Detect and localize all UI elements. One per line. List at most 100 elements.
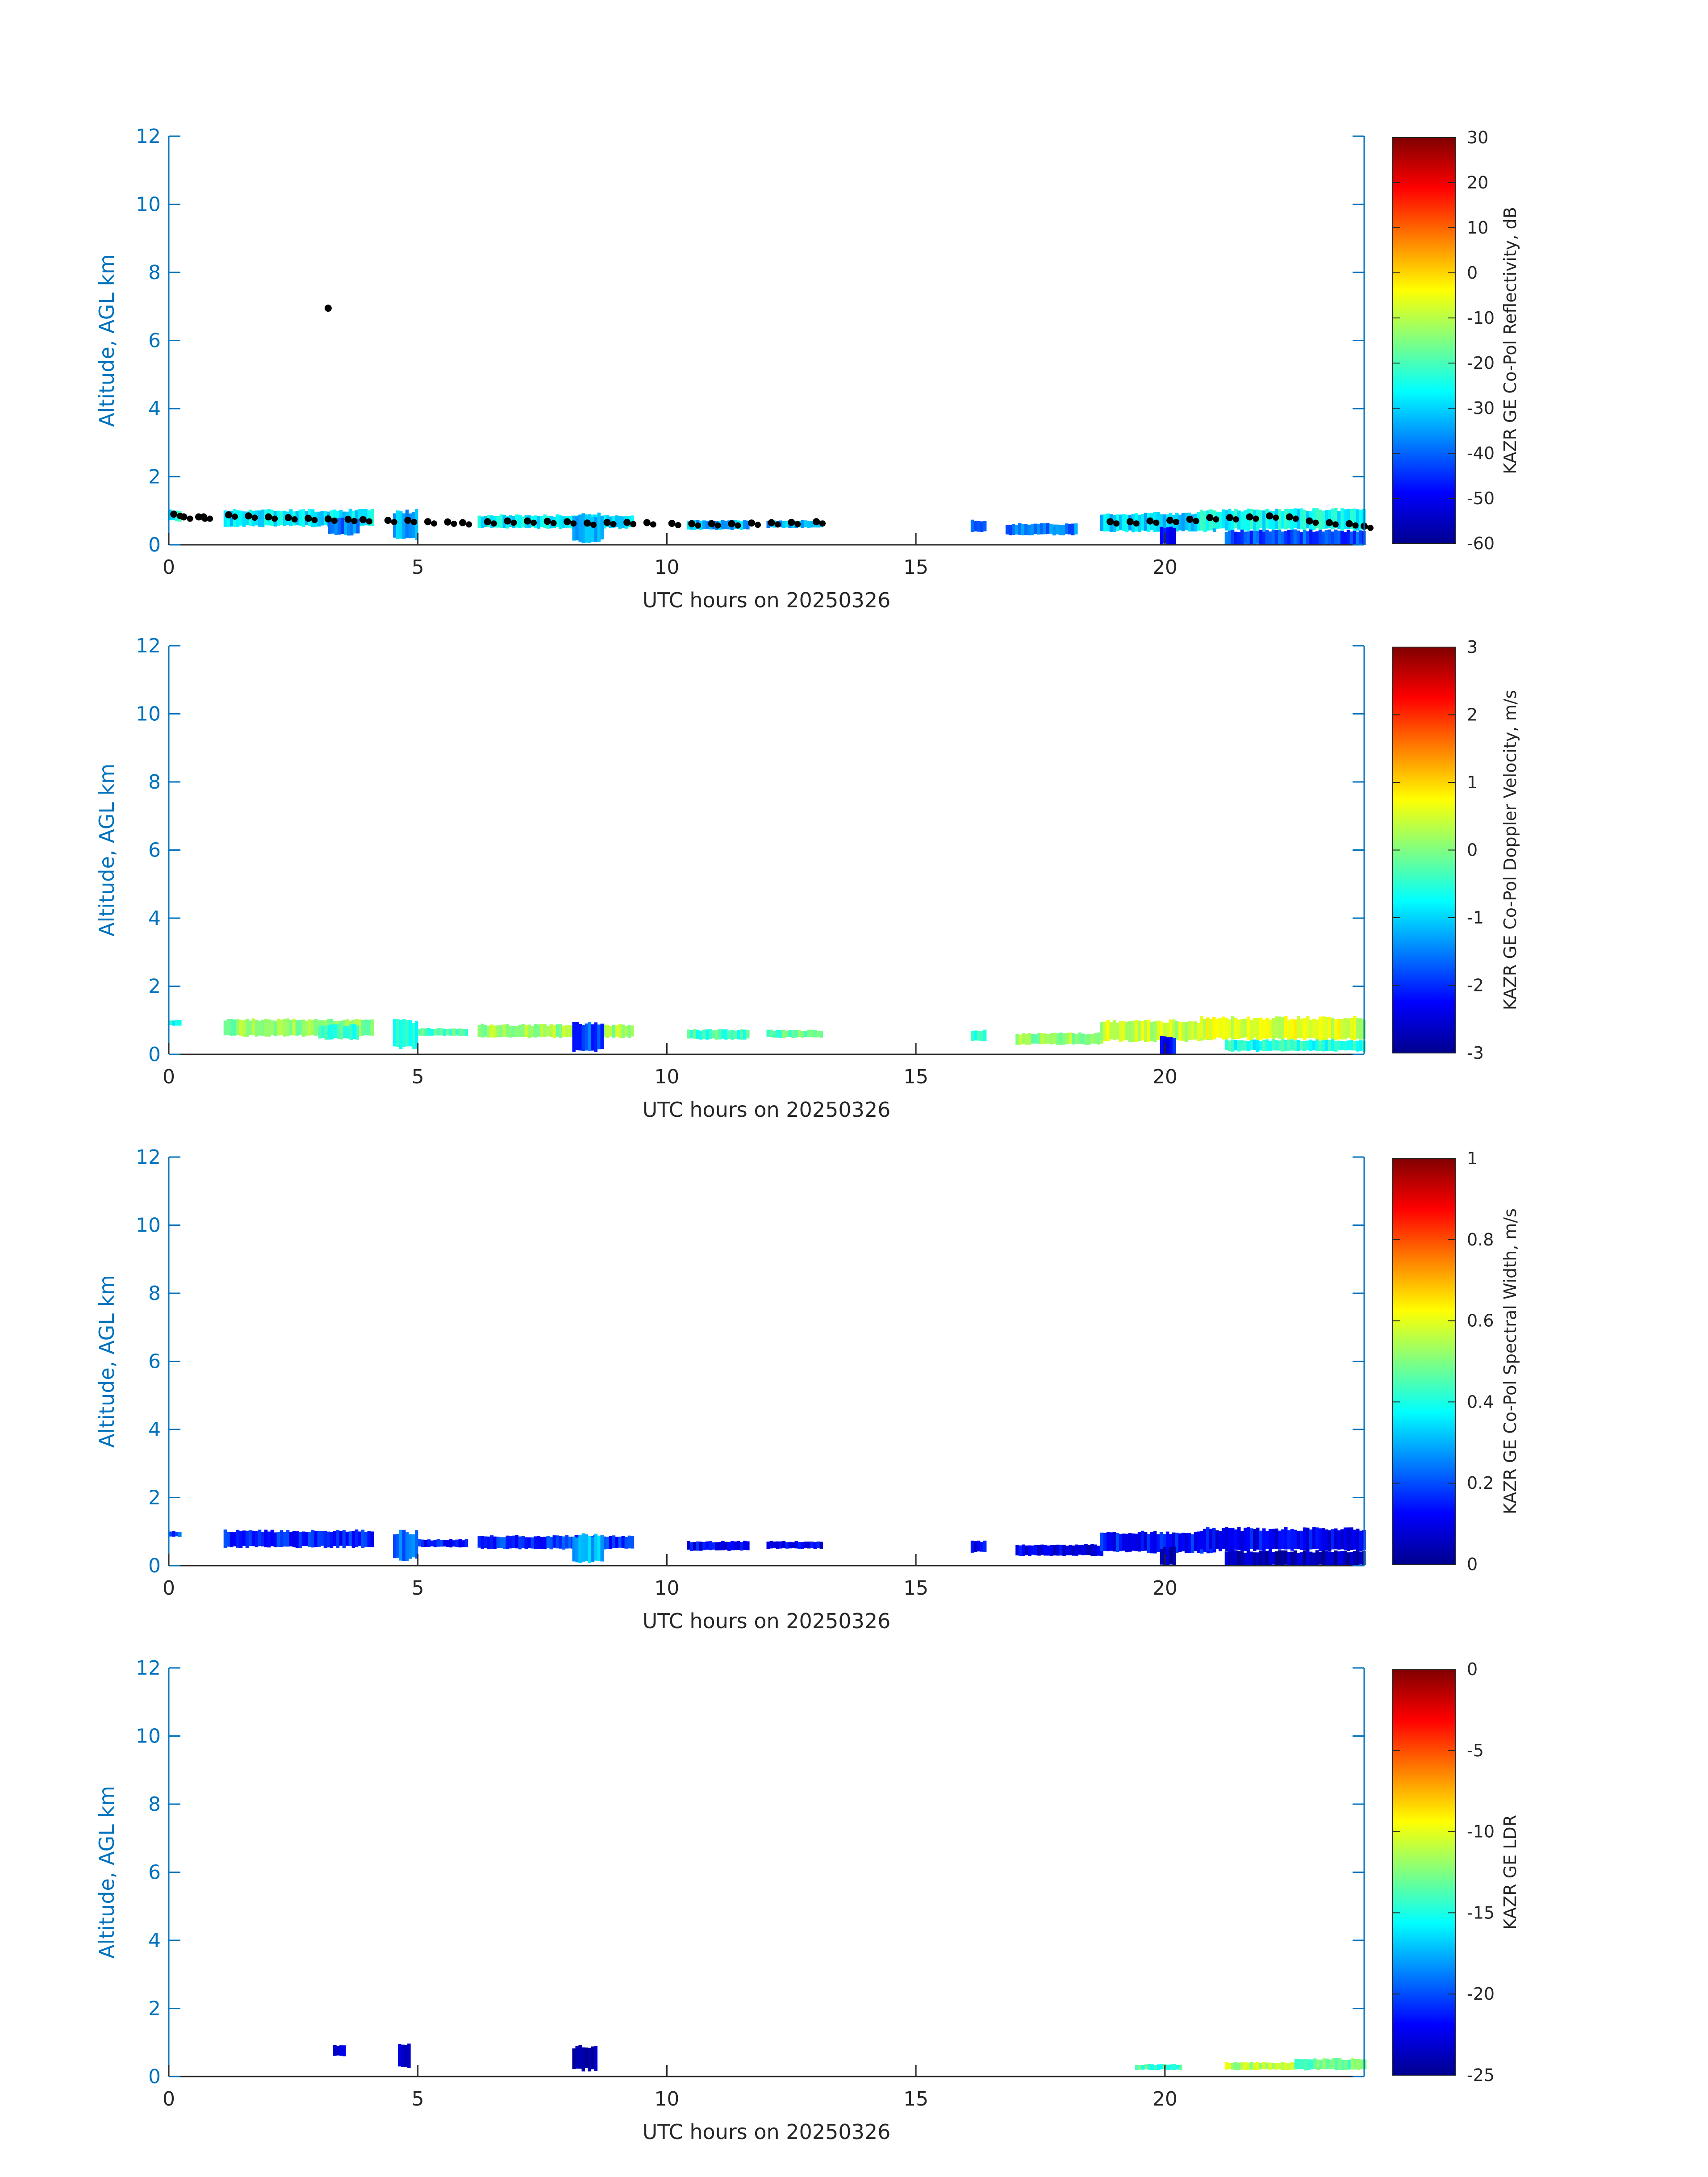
data-cell <box>1243 1527 1247 1551</box>
data-cell <box>1290 2062 1294 2070</box>
data-cell <box>1310 2059 1314 2069</box>
data-cell <box>813 1542 817 1549</box>
data-segment <box>418 1028 468 1036</box>
data-cell <box>1103 1533 1107 1551</box>
data-cell <box>1103 514 1107 532</box>
data-cell <box>1278 1530 1282 1550</box>
cloud-base-point <box>813 518 820 526</box>
data-cell <box>819 1542 823 1549</box>
data-cell <box>1231 511 1235 531</box>
data-cell <box>502 1024 506 1037</box>
data-cell <box>1332 2058 1336 2069</box>
data-cell <box>239 1531 243 1548</box>
data-cell <box>1022 1033 1025 1044</box>
data-cell <box>258 1529 262 1546</box>
overlay-points <box>170 305 1374 531</box>
data-cell <box>1131 1020 1135 1042</box>
data-cell <box>1094 1544 1097 1556</box>
data-cell <box>333 2045 337 2056</box>
data-cell <box>1078 1032 1082 1044</box>
data-cell <box>452 1540 456 1547</box>
data-cell <box>1128 1020 1132 1042</box>
data-cell <box>345 1531 349 1546</box>
data-cell <box>602 1536 606 1550</box>
data-segment <box>970 1029 987 1041</box>
data-cell <box>1278 530 1282 545</box>
cloud-base-point <box>1352 522 1359 529</box>
data-cell <box>1307 2059 1311 2070</box>
data-segment <box>1199 1015 1366 1041</box>
colorbar-tick-label: -2 <box>1467 976 1484 995</box>
data-cell <box>1243 1018 1247 1038</box>
data-cell <box>1175 2064 1179 2070</box>
data-cell <box>798 1542 802 1549</box>
colorbar-tick-label: 0.6 <box>1467 1311 1494 1331</box>
data-cell <box>1359 1018 1363 1040</box>
data-cell <box>1090 1034 1094 1044</box>
data-cell <box>1343 532 1347 545</box>
cloud-base-point <box>1273 514 1279 521</box>
data-cell <box>1246 1041 1250 1051</box>
data-cell <box>1109 1022 1113 1040</box>
data-cell <box>267 1019 271 1037</box>
data-cell <box>1315 531 1319 545</box>
data-cell <box>242 1530 246 1546</box>
data-cell <box>1346 1040 1350 1050</box>
data-cell <box>1224 510 1228 531</box>
data-cell <box>305 1532 309 1546</box>
data-cell <box>1194 1532 1198 1551</box>
data-cell <box>509 1536 513 1549</box>
data-cell <box>1030 523 1034 535</box>
data-cell <box>402 1019 406 1047</box>
data-cell <box>1087 1034 1091 1045</box>
data-cell <box>1315 1039 1319 1051</box>
data-cell <box>615 1025 619 1037</box>
data-cell <box>1321 531 1325 544</box>
data-cell <box>1359 1551 1363 1565</box>
data-cell <box>1268 1020 1272 1039</box>
data-cell <box>367 510 371 526</box>
data-cell <box>1044 1545 1047 1556</box>
data-cell <box>1231 530 1235 545</box>
cloud-base-point <box>1206 514 1214 521</box>
colorbar-tick-label: 1 <box>1467 1149 1478 1168</box>
cloud-base-point <box>324 305 332 312</box>
data-cell <box>1137 1020 1141 1041</box>
data-cell <box>1115 1533 1119 1552</box>
colorbar-tick-label: -10 <box>1467 308 1495 328</box>
data-cell <box>1299 1552 1303 1566</box>
data-cell <box>1328 529 1332 545</box>
data-cell <box>509 1025 513 1038</box>
data-cell <box>289 1020 293 1036</box>
data-segment <box>393 1529 418 1561</box>
data-cell <box>785 1542 789 1549</box>
data-cell <box>480 516 484 528</box>
data-cell <box>552 1024 556 1038</box>
data-cell <box>1321 510 1325 529</box>
y-tick-label: 12 <box>136 125 161 148</box>
data-cell <box>782 1029 786 1038</box>
data-cell <box>1150 1532 1154 1554</box>
data-cell <box>727 1030 731 1039</box>
data-cell <box>600 1024 604 1049</box>
data-cell <box>1357 2059 1361 2070</box>
data-cell <box>1340 1529 1344 1550</box>
data-cell <box>1278 1040 1282 1051</box>
cloud-base-point <box>603 518 611 526</box>
data-cell <box>602 1024 606 1037</box>
y-tick-label: 4 <box>148 907 161 930</box>
y-tick-label: 8 <box>148 771 161 794</box>
data-cell <box>340 1024 344 1040</box>
data-cell <box>458 1028 462 1036</box>
data-cell <box>1209 1019 1213 1040</box>
data-cell <box>1290 509 1294 531</box>
data-cell <box>1360 2059 1364 2069</box>
data-cell <box>301 1531 305 1546</box>
data-cell <box>1159 1021 1163 1040</box>
data-cell <box>331 520 335 534</box>
data-cell <box>706 521 709 529</box>
data-cell <box>1190 1534 1194 1553</box>
colorbar: -25 -20 -15 -10 -5 0 KAZR GE LDR <box>1392 1659 1520 2085</box>
data-cell <box>1324 530 1328 545</box>
data-cell <box>258 510 262 527</box>
